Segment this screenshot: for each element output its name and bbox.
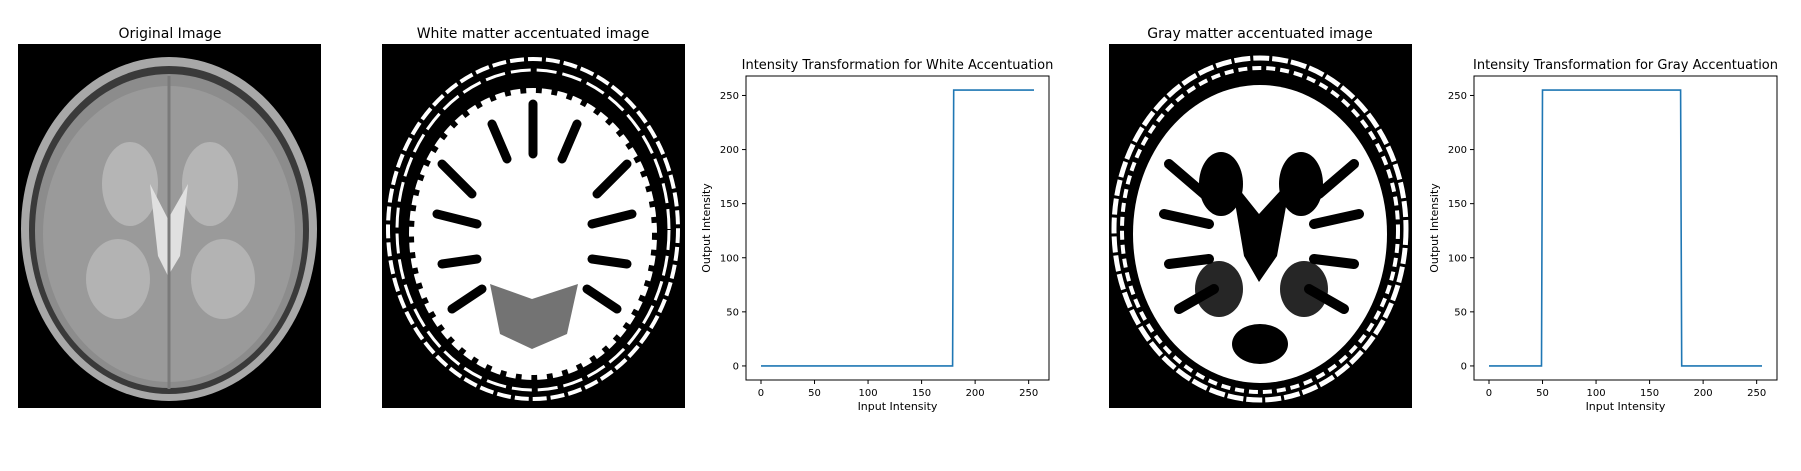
y-tick-label: 0 (733, 361, 739, 372)
white-accentuation-chart: Intensity Transformation for White Accen… (700, 58, 1054, 413)
y-tick-label: 50 (726, 307, 739, 318)
x-tick-label: 0 (1486, 388, 1492, 399)
brain-mri-original-image-icon (21, 57, 317, 401)
y-tick-label: 200 (1448, 145, 1467, 156)
y-axis-label: Output Intensity (1428, 183, 1441, 273)
brain-mri-white-matter-mask-icon (386, 57, 680, 401)
y-tick-label: 100 (720, 253, 739, 264)
axes-frame (745, 75, 1050, 381)
series-line-0 (1489, 89, 1762, 367)
chart-title: Intensity Transformation for Gray Accent… (1473, 58, 1778, 73)
x-axis-label: Input Intensity (1586, 400, 1666, 413)
y-tick-label: 200 (720, 145, 739, 156)
x-axis-label: Input Intensity (858, 400, 938, 413)
x-tick-label: 50 (1536, 388, 1549, 399)
y-tick-label: 0 (1461, 361, 1467, 372)
x-tick-label: 100 (859, 388, 878, 399)
x-tick-label: 150 (1640, 388, 1659, 399)
x-tick-label: 250 (1747, 388, 1766, 399)
axes-frame (1473, 75, 1778, 381)
y-tick-label: 50 (1454, 307, 1467, 318)
series-line-0 (761, 89, 1034, 367)
y-tick-label: 150 (720, 199, 739, 210)
gray-matter-image (1109, 44, 1412, 408)
y-tick-label: 250 (720, 91, 739, 102)
x-tick-label: 250 (1019, 388, 1038, 399)
white-matter-image-title: White matter accentuated image (416, 26, 650, 42)
y-axis-label: Output Intensity (700, 183, 713, 273)
brain-mri-gray-matter-mask-icon (1111, 55, 1409, 403)
x-tick-label: 200 (1694, 388, 1713, 399)
x-tick-label: 100 (1587, 388, 1606, 399)
x-tick-label: 0 (758, 388, 764, 399)
x-tick-label: 50 (808, 388, 821, 399)
gray-matter-image-title: Gray matter accentuated image (1147, 26, 1373, 42)
x-tick-label: 150 (912, 388, 931, 399)
gray-accentuation-chart: Intensity Transformation for Gray Accent… (1428, 58, 1778, 413)
original-image-title: Original Image (118, 26, 222, 42)
chart-title: Intensity Transformation for White Accen… (742, 58, 1054, 73)
original-image (18, 44, 321, 408)
y-tick-label: 250 (1448, 91, 1467, 102)
y-tick-label: 150 (1448, 199, 1467, 210)
x-tick-label: 200 (966, 388, 985, 399)
white-matter-image (382, 44, 685, 408)
y-tick-label: 100 (1448, 253, 1467, 264)
